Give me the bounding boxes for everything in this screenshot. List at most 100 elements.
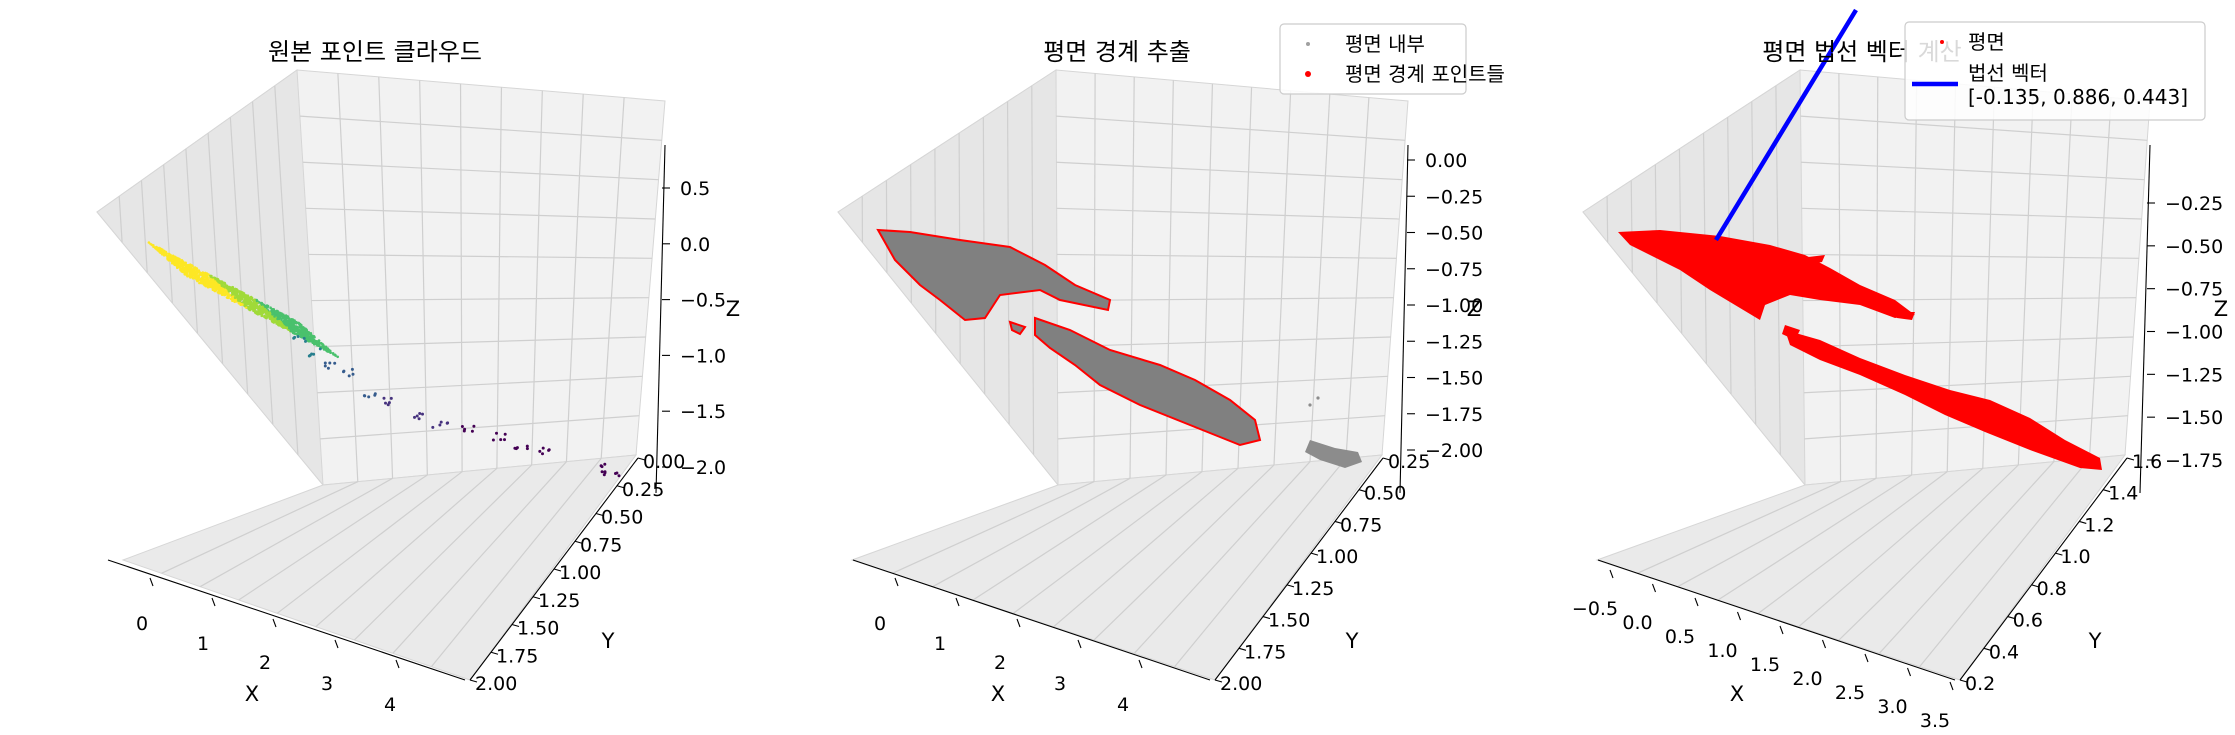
data-point xyxy=(274,310,278,313)
z-tick-label: −1.75 xyxy=(2165,450,2223,472)
y-tick-mark xyxy=(616,485,625,489)
data-point xyxy=(179,268,182,272)
data-point xyxy=(460,425,464,428)
data-point xyxy=(203,276,207,279)
data-point xyxy=(268,317,272,321)
y-tick-label: 1.25 xyxy=(538,590,580,612)
y-tick-mark xyxy=(511,623,520,628)
data-point xyxy=(244,294,248,297)
data-point xyxy=(250,304,254,308)
plane-points-upper xyxy=(1618,230,1915,320)
data-point xyxy=(278,316,282,320)
subplot-original-point-cloud: 0 1 2 3 4 X 2.001.751.501.251.000.750.50… xyxy=(96,38,740,716)
z-axis-line xyxy=(1399,144,1409,494)
data-point xyxy=(227,289,231,293)
gridline xyxy=(229,117,249,395)
data-point xyxy=(187,263,190,267)
data-point xyxy=(321,342,324,346)
data-point xyxy=(463,427,467,431)
legend-box xyxy=(1279,23,1467,95)
data-point xyxy=(188,275,192,279)
z-tick-label: −1.25 xyxy=(2165,364,2223,386)
data-point xyxy=(217,287,220,290)
gridline xyxy=(353,464,533,641)
z-tick-label: −1.75 xyxy=(1425,404,1483,426)
data-point xyxy=(266,306,269,309)
data-point xyxy=(184,273,187,276)
data-point xyxy=(174,260,178,264)
gridline xyxy=(1801,161,2145,181)
y-axis-label: Y xyxy=(2088,629,2102,653)
y-tick-label: 1.2 xyxy=(2084,514,2114,536)
legend-marker-interior xyxy=(1306,42,1310,46)
data-point xyxy=(323,361,327,365)
gridline xyxy=(419,80,428,476)
y-tick-label: 1.75 xyxy=(496,645,538,667)
data-point xyxy=(234,291,238,294)
y-ticks: 2.00 1.75 1.50 1.25 1.00 0.75 0.50 0.25 0.00 xyxy=(469,451,685,695)
gridline xyxy=(1056,207,1400,220)
data-point xyxy=(213,284,217,288)
y-tick-label: 1.25 xyxy=(1292,578,1334,600)
legend: 평면 내부 평면 경계 포인트들 xyxy=(1279,23,1505,95)
z-tick-label: −0.75 xyxy=(2165,279,2223,301)
data-point xyxy=(299,324,302,328)
gridline xyxy=(1093,464,1275,641)
gridline xyxy=(299,115,662,141)
data-point xyxy=(309,332,313,335)
gridline xyxy=(337,73,359,482)
y-tick-label: 0.75 xyxy=(1340,514,1382,536)
data-point xyxy=(199,271,202,275)
x-tick-mark xyxy=(1821,639,1827,649)
y-tick-label: 0.8 xyxy=(2037,578,2067,600)
data-point xyxy=(439,420,443,424)
data-point xyxy=(198,281,201,285)
gridline xyxy=(1804,415,2128,440)
gridline xyxy=(161,481,359,574)
data-point xyxy=(312,352,316,356)
gridline xyxy=(1056,161,1403,181)
data-point xyxy=(255,299,259,303)
data-point xyxy=(291,322,295,325)
data-points xyxy=(876,228,1362,468)
y-axis-line xyxy=(1214,457,1384,681)
data-point xyxy=(182,263,185,267)
data-point xyxy=(227,296,230,300)
data-point xyxy=(276,317,279,321)
y-axis-line xyxy=(1959,457,2128,681)
x-tick-label: 2.0 xyxy=(1792,668,1822,690)
z-axis-label: Z xyxy=(2214,297,2228,321)
data-point xyxy=(266,311,269,315)
gridline xyxy=(163,164,173,304)
data-point xyxy=(179,261,182,265)
y-tick-label: 2.00 xyxy=(1220,673,1262,695)
data-point xyxy=(298,331,302,334)
x-tick-mark xyxy=(1864,653,1869,663)
plane-interior-far xyxy=(1305,440,1362,468)
gridline xyxy=(314,336,646,348)
x-ticks: −0.50.0 0.5 1.0 1.5 2.0 2.5 3.0 3.5 xyxy=(1572,569,1954,732)
y-tick-label: 1.00 xyxy=(1316,546,1358,568)
y-tick-mark xyxy=(2031,584,2039,588)
z-tick-label: −2.00 xyxy=(1425,440,1483,462)
y-tick-label: 1.6 xyxy=(2132,451,2162,473)
y-tick-mark xyxy=(2055,552,2063,556)
y-tick-label: 0.2 xyxy=(1965,673,1995,695)
data-point xyxy=(603,462,607,466)
data-point xyxy=(203,279,207,282)
gridline xyxy=(1878,461,2055,654)
data-point xyxy=(204,284,208,288)
data-point xyxy=(282,325,286,328)
data-point xyxy=(155,245,158,249)
z-tick-label: 0.5 xyxy=(680,178,710,200)
data-point xyxy=(277,323,281,327)
data-point xyxy=(284,314,288,317)
gridline xyxy=(378,76,394,479)
data-point xyxy=(326,366,330,370)
y-tick-label: 1.00 xyxy=(559,562,601,584)
gridline xyxy=(1630,180,1633,273)
y-tick-mark xyxy=(2126,457,2135,461)
data-point xyxy=(310,334,313,338)
z-tick-label: −0.25 xyxy=(2165,193,2223,215)
y-tick-label: 1.50 xyxy=(517,618,559,640)
